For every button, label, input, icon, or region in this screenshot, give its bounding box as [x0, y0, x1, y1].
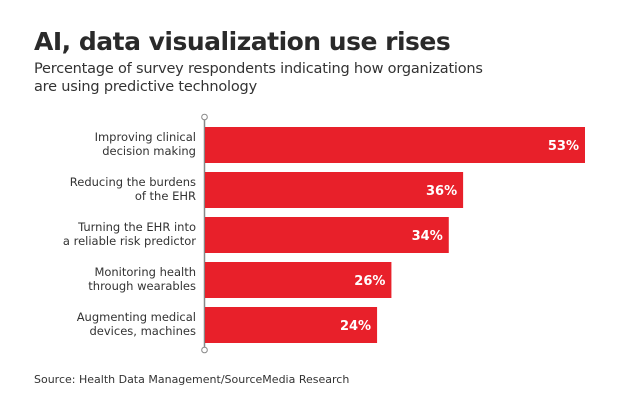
category-label-3: Monitoring health through wearables — [88, 265, 196, 293]
category-label-4: Augmenting medical devices, machines — [77, 310, 196, 338]
bar-4 — [205, 307, 378, 343]
category-label-2: Turning the EHR into a reliable risk pred… — [63, 220, 196, 248]
value-label-3: 26% — [354, 274, 385, 289]
chart-subtitle: Percentage of survey respondents indicat… — [34, 61, 483, 95]
bar-2 — [205, 217, 449, 253]
source-note: Source: Health Data Management/SourceMed… — [34, 373, 350, 386]
axis-top-marker — [201, 113, 208, 121]
category-label-1: Reducing the burdens of the EHR — [70, 175, 196, 203]
bar-0 — [205, 127, 585, 163]
value-label-4: 24% — [340, 319, 371, 334]
bar-1 — [205, 172, 464, 208]
axis-bottom-marker — [201, 346, 208, 354]
bar-3 — [205, 262, 392, 298]
value-label-0: 53% — [548, 139, 579, 154]
category-label-0: Improving clinical decision making — [95, 130, 196, 158]
chart-title: AI, data visualization use rises — [34, 27, 451, 56]
value-label-2: 34% — [412, 229, 443, 244]
value-label-1: 36% — [426, 184, 457, 199]
